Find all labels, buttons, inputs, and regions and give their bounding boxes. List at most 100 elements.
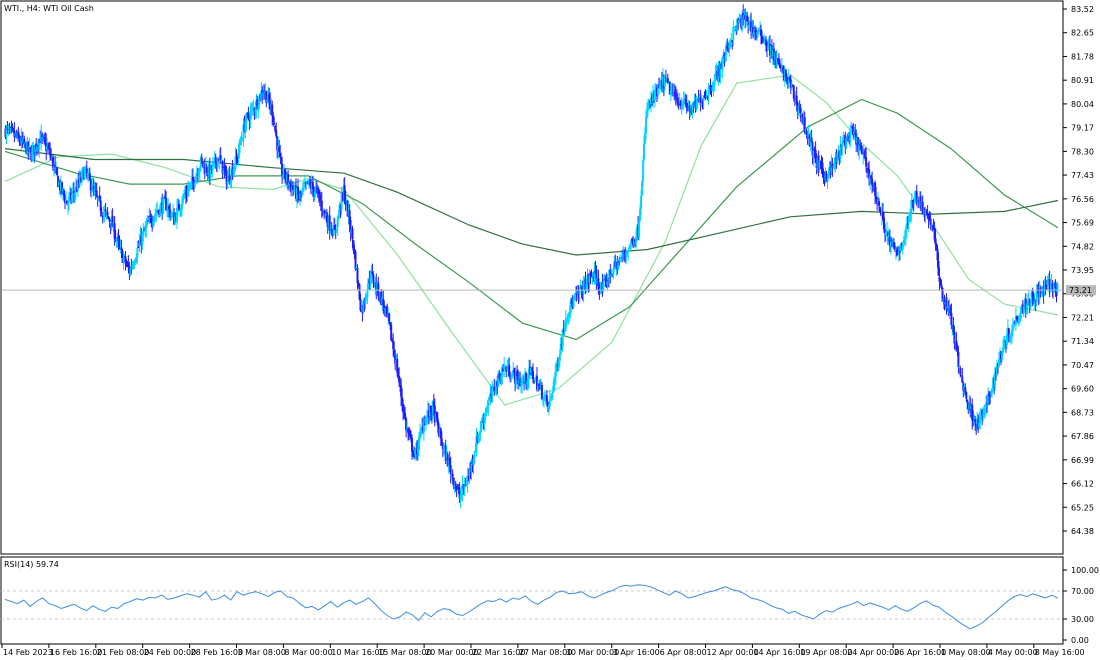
candle-body bbox=[888, 236, 891, 247]
candle-body bbox=[938, 276, 941, 282]
candle-body bbox=[550, 393, 553, 399]
candle-body bbox=[457, 487, 460, 491]
candle-body bbox=[122, 257, 125, 262]
candle-body bbox=[449, 465, 452, 475]
candle-body bbox=[483, 414, 486, 425]
candle-body bbox=[145, 224, 148, 229]
candle-body bbox=[869, 176, 872, 181]
x-tick-label: 3 Mar 08:00 bbox=[238, 648, 286, 657]
candle-body bbox=[974, 419, 977, 422]
candle-body bbox=[169, 209, 172, 217]
candle-body bbox=[553, 376, 556, 383]
candle-body bbox=[275, 130, 278, 137]
x-tick-label: 24 Feb 00:00 bbox=[144, 648, 196, 657]
candle-body bbox=[53, 165, 56, 169]
candle-body bbox=[407, 428, 410, 433]
x-tick-label: 19 Apr 08:00 bbox=[800, 648, 852, 657]
candle-body bbox=[906, 223, 909, 225]
y-tick-label: 65.25 bbox=[1071, 503, 1094, 512]
candle-body bbox=[7, 127, 10, 129]
candle-body bbox=[293, 190, 295, 192]
candle-body bbox=[752, 27, 755, 33]
candle-body bbox=[430, 412, 433, 415]
rsi-tick-label: 30.00 bbox=[1071, 615, 1094, 624]
x-tick-label: 24 Apr 00:00 bbox=[847, 648, 899, 657]
candle-body bbox=[9, 127, 12, 129]
candle-body bbox=[1028, 299, 1031, 306]
candle-body bbox=[1014, 316, 1017, 326]
candle-body bbox=[127, 264, 130, 268]
candle-body bbox=[1045, 285, 1048, 287]
y-tick-label: 77.43 bbox=[1071, 171, 1094, 180]
candle-body bbox=[890, 240, 893, 242]
candle-body bbox=[465, 483, 468, 486]
candle-body bbox=[936, 248, 939, 261]
candle-body bbox=[996, 364, 998, 376]
candle-body bbox=[401, 397, 404, 404]
candle-body bbox=[56, 167, 59, 175]
y-tick-label: 83.52 bbox=[1071, 5, 1094, 14]
candle-body bbox=[685, 103, 688, 107]
candle-body bbox=[617, 262, 620, 270]
candle-body bbox=[825, 173, 828, 181]
candle-body bbox=[913, 197, 916, 204]
candle-body bbox=[429, 405, 432, 412]
x-tick-label: 30 Mar 00:00 bbox=[566, 648, 619, 657]
candle-body bbox=[88, 173, 91, 180]
candle-body bbox=[268, 94, 271, 102]
candle-body bbox=[679, 101, 682, 107]
candle-body bbox=[517, 375, 520, 385]
candle-body bbox=[609, 270, 612, 276]
candle-body bbox=[117, 236, 120, 242]
candle-body bbox=[362, 300, 365, 312]
candle-body bbox=[984, 409, 987, 411]
candle-body bbox=[159, 205, 162, 216]
candle-body bbox=[359, 299, 362, 311]
candle-body bbox=[640, 195, 643, 209]
candle-body bbox=[675, 98, 678, 100]
candle-body bbox=[554, 365, 557, 377]
candle-body bbox=[760, 29, 762, 36]
candle-body bbox=[466, 477, 469, 485]
candle-body bbox=[684, 99, 687, 105]
candle-body bbox=[411, 438, 413, 452]
candle-body bbox=[272, 115, 275, 122]
candle-body bbox=[758, 30, 761, 32]
candle-body bbox=[658, 85, 661, 89]
candle-body bbox=[41, 134, 44, 138]
candle-body bbox=[641, 181, 644, 196]
candle-body bbox=[990, 393, 993, 395]
candle-body bbox=[703, 95, 706, 97]
candle-body bbox=[612, 269, 615, 276]
candle-body bbox=[232, 169, 235, 177]
candle-body bbox=[960, 375, 963, 377]
candle-body bbox=[12, 129, 15, 131]
candle-body bbox=[568, 311, 571, 315]
candle-body bbox=[567, 314, 570, 316]
candle-body bbox=[17, 131, 20, 138]
y-tick-label: 73.95 bbox=[1071, 266, 1094, 275]
candle-body bbox=[220, 159, 223, 161]
candle-body bbox=[103, 211, 106, 214]
candle-body bbox=[133, 263, 136, 265]
candle-body bbox=[645, 117, 647, 134]
candle-body bbox=[113, 223, 116, 239]
candle-body bbox=[646, 108, 648, 118]
candle-body bbox=[668, 81, 671, 95]
candle-body bbox=[778, 63, 781, 69]
candle-body bbox=[955, 340, 958, 349]
candle-body bbox=[313, 192, 316, 196]
candle-body bbox=[346, 200, 349, 217]
candle-body bbox=[271, 104, 274, 116]
candle-body bbox=[776, 58, 779, 62]
candle-body bbox=[178, 204, 180, 211]
candle-body bbox=[714, 74, 717, 79]
candle-body bbox=[150, 218, 153, 224]
candle-body bbox=[141, 234, 144, 245]
candle-body bbox=[216, 158, 219, 168]
candle-body bbox=[510, 378, 513, 380]
candle-body bbox=[957, 352, 960, 368]
candle-body bbox=[370, 271, 373, 279]
y-tick-label: 78.30 bbox=[1071, 147, 1094, 156]
candle-body bbox=[800, 112, 803, 116]
